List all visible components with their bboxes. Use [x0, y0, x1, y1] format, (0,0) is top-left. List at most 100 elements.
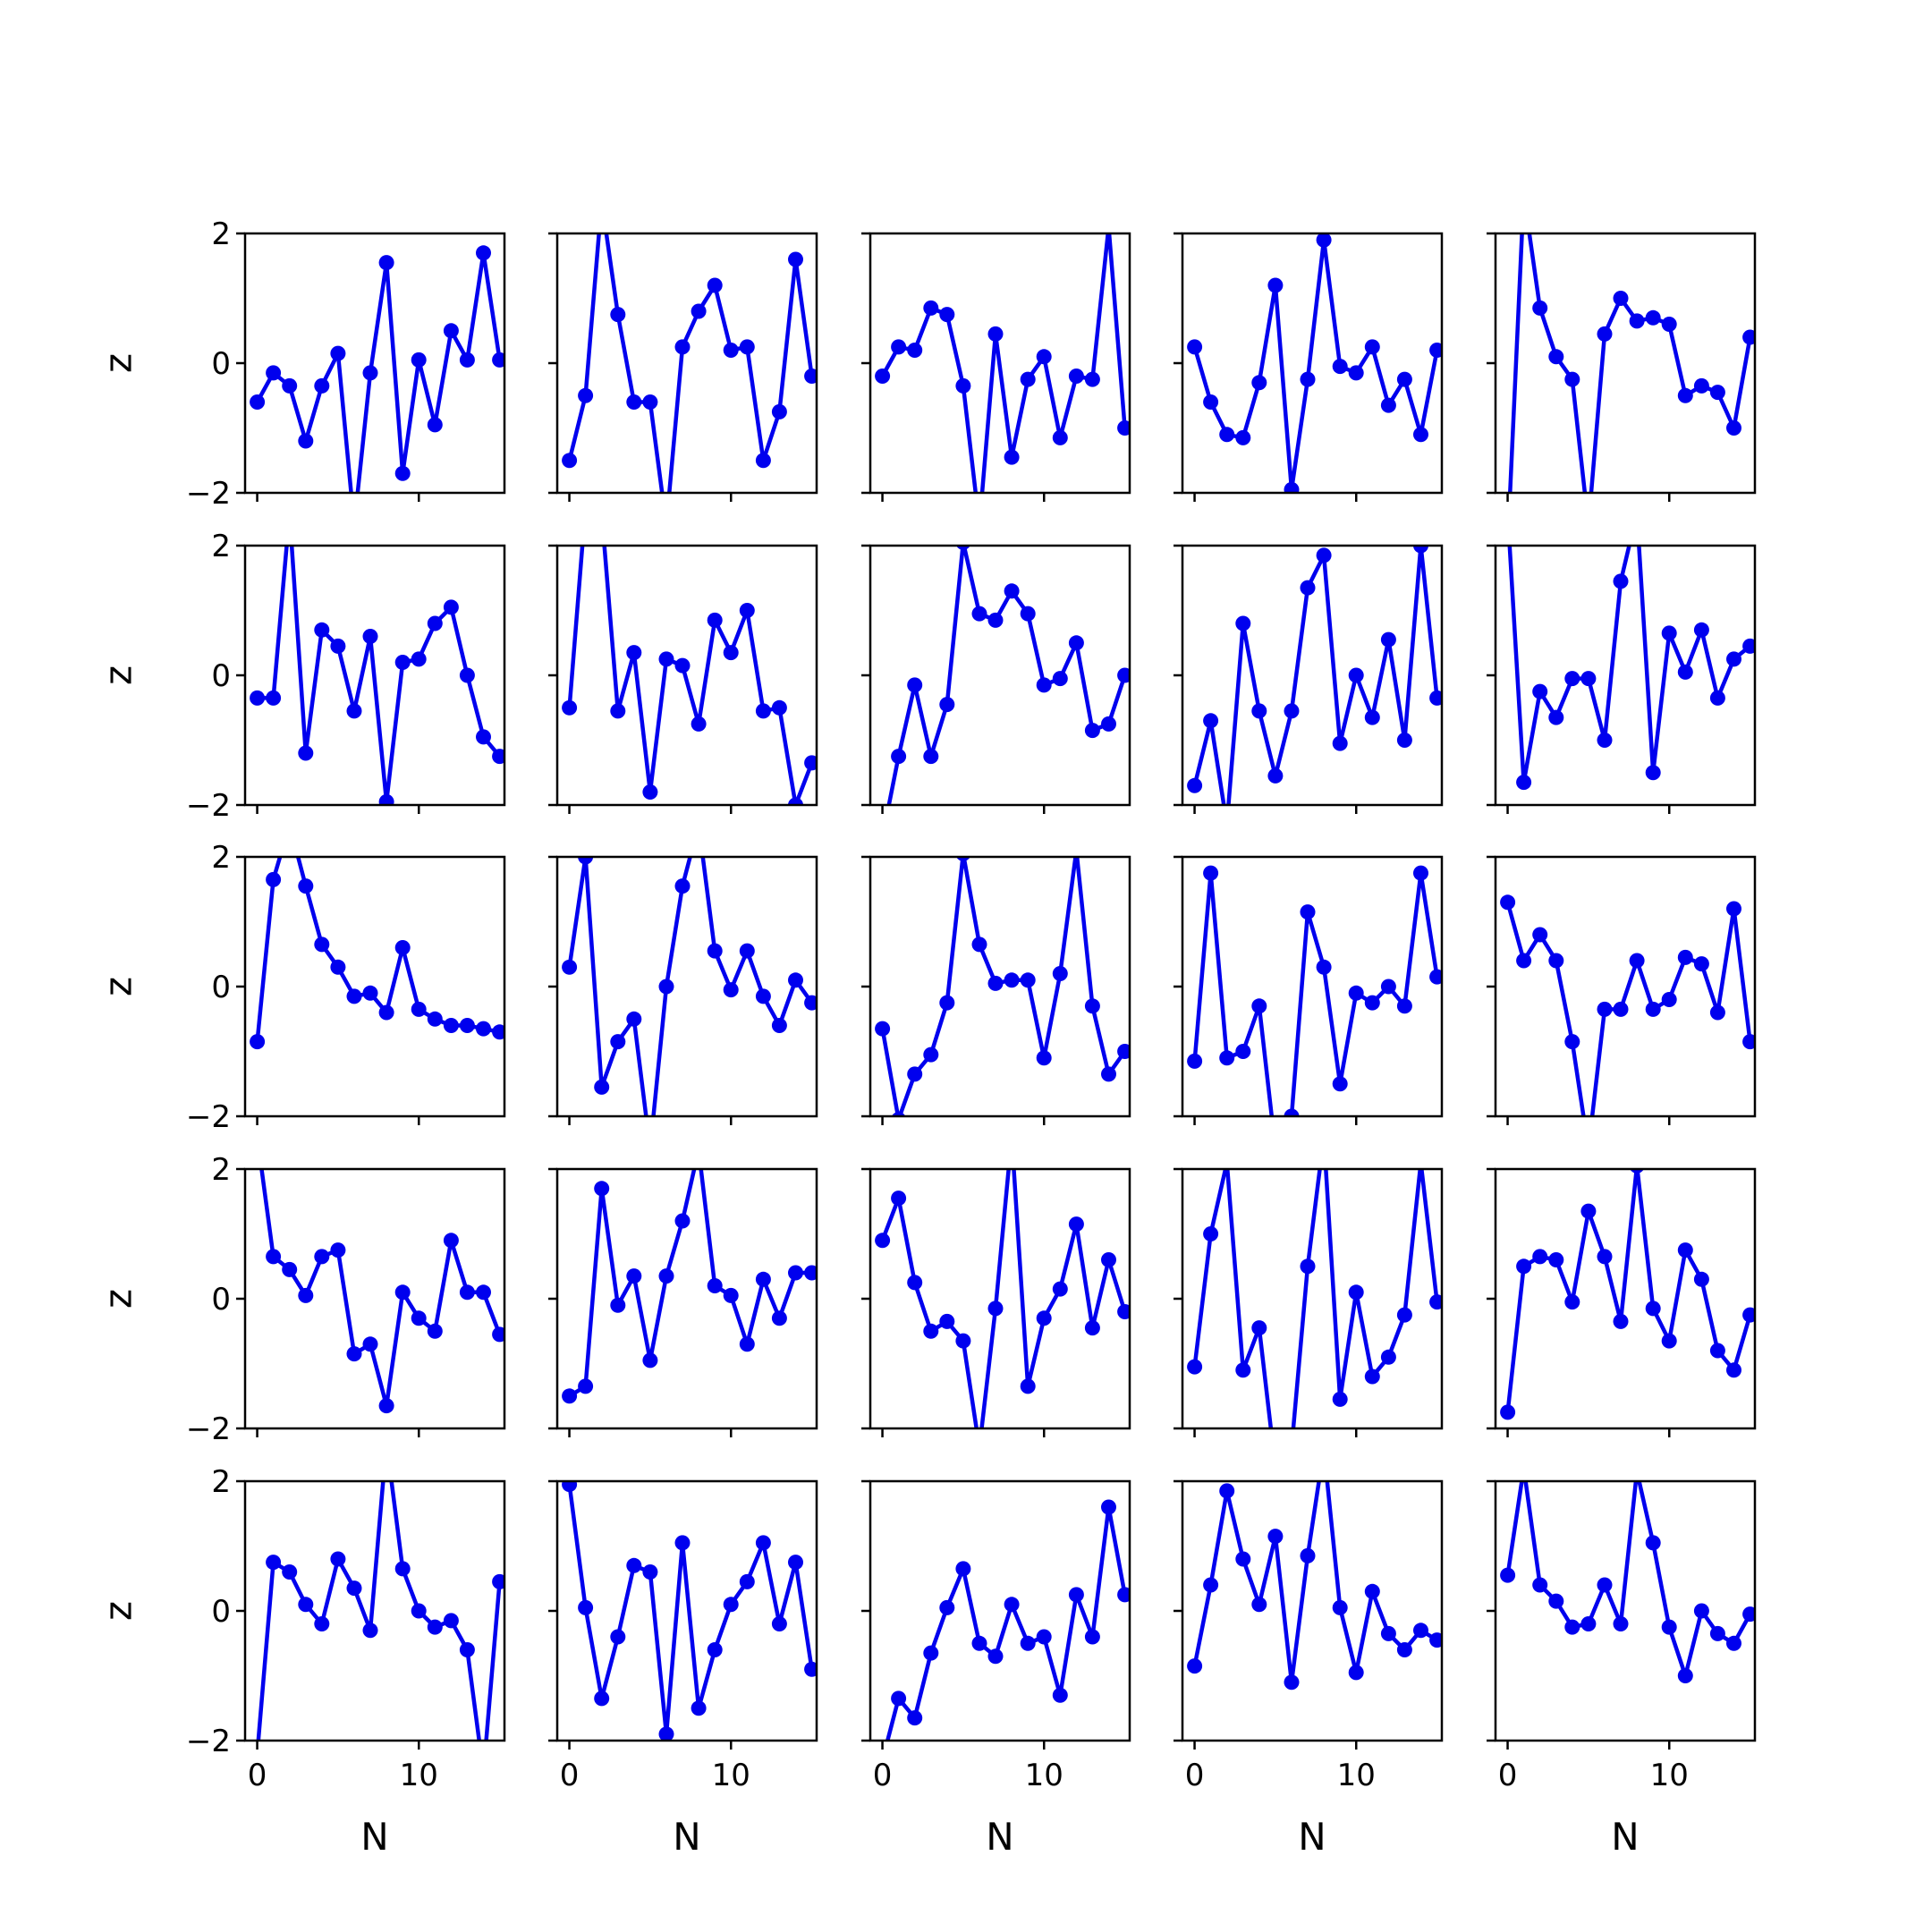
data-point	[1661, 992, 1677, 1007]
subplot-4-5	[1487, 1167, 1757, 1437]
data-point	[610, 1034, 626, 1050]
series-line	[1505, 902, 1752, 1116]
data-point	[674, 657, 691, 674]
data-point	[1219, 427, 1235, 443]
x-tick-label: 10	[1025, 1758, 1063, 1793]
data-point	[1413, 427, 1428, 443]
data-point	[955, 1333, 971, 1349]
data-point	[578, 1378, 594, 1394]
data-point	[1709, 1625, 1725, 1641]
subplot-2-3	[861, 544, 1131, 814]
subplot-2-2	[548, 544, 818, 814]
data-point	[1235, 1551, 1251, 1567]
subplot-4-2	[548, 1167, 818, 1437]
data-point	[1203, 1577, 1219, 1593]
data-point	[907, 1066, 923, 1082]
data-point	[562, 959, 578, 975]
data-point	[788, 251, 803, 267]
data-point	[346, 1580, 362, 1597]
data-point	[1413, 546, 1428, 554]
series-line	[1192, 238, 1439, 492]
data-point	[1364, 1583, 1380, 1599]
series-line	[880, 1169, 1127, 1428]
data-point	[346, 703, 362, 719]
data-point	[939, 1599, 955, 1615]
data-point	[266, 365, 282, 381]
data-point	[707, 1642, 723, 1657]
data-point	[739, 943, 755, 959]
data-point	[987, 326, 1004, 342]
data-point	[1348, 1665, 1364, 1681]
data-point	[1004, 1597, 1020, 1613]
data-point	[707, 943, 723, 959]
data-point	[723, 1287, 739, 1303]
data-point	[1429, 1632, 1442, 1648]
data-point	[1380, 397, 1396, 413]
data-point	[443, 1233, 459, 1249]
data-point	[378, 793, 394, 805]
data-point	[1742, 1606, 1755, 1623]
data-point	[723, 1597, 739, 1613]
data-point	[1693, 377, 1709, 394]
data-point	[755, 703, 771, 719]
data-point	[492, 1573, 504, 1589]
data-point	[1597, 1249, 1613, 1265]
data-point	[1020, 371, 1036, 387]
data-point	[610, 1297, 626, 1313]
data-point	[1564, 1294, 1580, 1310]
data-point	[1742, 329, 1755, 345]
data-point	[788, 1265, 803, 1281]
data-point	[1187, 1053, 1203, 1069]
data-point	[314, 936, 330, 953]
data-point	[1564, 671, 1580, 687]
data-point	[411, 651, 427, 667]
data-point	[755, 1535, 771, 1551]
data-point	[1516, 953, 1532, 969]
data-point	[1364, 1368, 1380, 1385]
subplot-grid: −2 0 2 z −2 0 2 z −2 0 2 z −2 0 2 z −2 0 2 0 10 z N 0 10 N 0 10 N 0 10…	[97, 216, 1757, 1859]
data-point	[1235, 1044, 1251, 1059]
data-point	[476, 729, 491, 745]
series-line	[880, 233, 1127, 493]
data-point	[723, 982, 739, 998]
data-point	[907, 1275, 923, 1291]
data-point	[427, 417, 443, 433]
data-point	[955, 377, 971, 394]
data-point	[1396, 1307, 1412, 1323]
data-point	[1429, 690, 1442, 706]
data-point	[1284, 703, 1300, 719]
data-point	[1084, 371, 1100, 387]
data-point	[443, 599, 459, 615]
data-point	[1548, 1252, 1564, 1267]
data-point	[362, 985, 378, 1001]
data-point	[330, 345, 346, 361]
data-point	[282, 377, 298, 394]
data-point	[1203, 394, 1219, 410]
data-point	[1677, 1242, 1693, 1258]
data-point	[1052, 429, 1068, 445]
series-line	[1507, 546, 1752, 784]
series-line	[255, 250, 502, 493]
data-point	[266, 690, 282, 706]
series-line	[567, 1484, 814, 1737]
data-point	[346, 1346, 362, 1362]
y-tick-label: 2	[211, 1464, 231, 1500]
data-point	[1532, 1249, 1548, 1265]
data-point	[1348, 667, 1364, 683]
data-point	[330, 959, 346, 975]
subplot-5-1: −2 0 2 0 10 z N	[97, 1464, 506, 1859]
x-tick-label: 0	[1498, 1758, 1518, 1793]
data-point	[1597, 733, 1613, 748]
data-point	[674, 1213, 691, 1229]
data-point	[1396, 1642, 1412, 1657]
data-point	[1548, 1593, 1564, 1609]
data-point	[939, 697, 955, 713]
data-point	[1380, 631, 1396, 648]
data-point	[1203, 865, 1219, 881]
data-point	[594, 1181, 610, 1197]
data-point	[1219, 1483, 1235, 1499]
data-point	[1251, 1597, 1267, 1613]
y-tick-label: 2	[211, 216, 231, 252]
data-point	[562, 453, 578, 469]
data-point	[1645, 309, 1661, 326]
